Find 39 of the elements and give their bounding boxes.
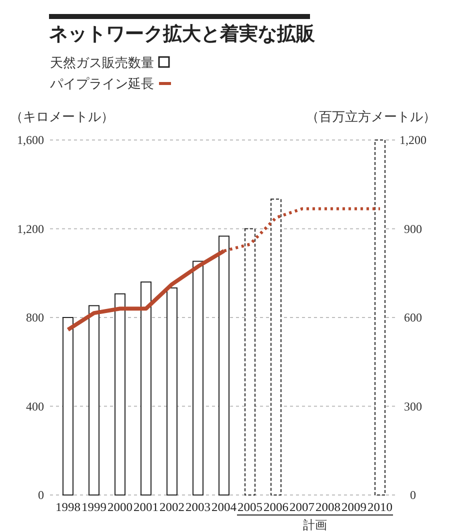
bar [374, 140, 386, 496]
bar [270, 198, 282, 496]
bar [244, 228, 256, 496]
x-tick-label: 1998 [56, 500, 80, 514]
y-tick-label: 1,600 [17, 133, 44, 147]
x-tick-label: 2007 [290, 500, 314, 514]
y2-tick-label: 0 [410, 488, 416, 502]
bar [140, 282, 152, 496]
x-tick-label: 2002 [160, 500, 184, 514]
x-tick-label: 2003 [186, 500, 210, 514]
y2-tick-label: 1,200 [400, 133, 426, 147]
y2-axis-title: （百万立方メートル） [306, 109, 436, 125]
bar [114, 293, 126, 496]
text: 計画 [303, 518, 327, 531]
y2-tick-label: 600 [404, 310, 422, 324]
bar [192, 260, 204, 496]
y-tick-label: 400 [26, 399, 44, 414]
y-axis-title: （キロメートル） [10, 110, 114, 125]
x-tick-label: 2005 [238, 500, 262, 514]
x-tick-label: 2000 [108, 500, 132, 514]
y2-tick-label: 900 [404, 222, 422, 236]
y-tick-label: 0 [38, 488, 44, 502]
x-tick-label: 2010 [368, 500, 392, 514]
chart-title: ネットワーク拡大と着実な拡販 [49, 23, 316, 45]
bar [88, 305, 100, 496]
y-tick-label: 1,200 [17, 222, 44, 236]
bar [218, 236, 230, 496]
legend-label: 天然ガス販売数量 [50, 56, 154, 71]
x-tick-label: 2006 [264, 500, 288, 514]
y2-tick-label: 300 [404, 399, 422, 414]
x-tick-label: 2004 [212, 500, 236, 514]
x-tick-label: 2009 [342, 500, 366, 514]
legend-label: パイプライン延長 [49, 77, 154, 92]
bar [166, 287, 178, 496]
x-tick-label: 2008 [316, 500, 340, 514]
x-tick-label: 2001 [134, 500, 158, 514]
y-tick-label: 800 [26, 310, 44, 324]
x-tick-label: 1999 [82, 500, 106, 514]
bar [62, 317, 74, 496]
